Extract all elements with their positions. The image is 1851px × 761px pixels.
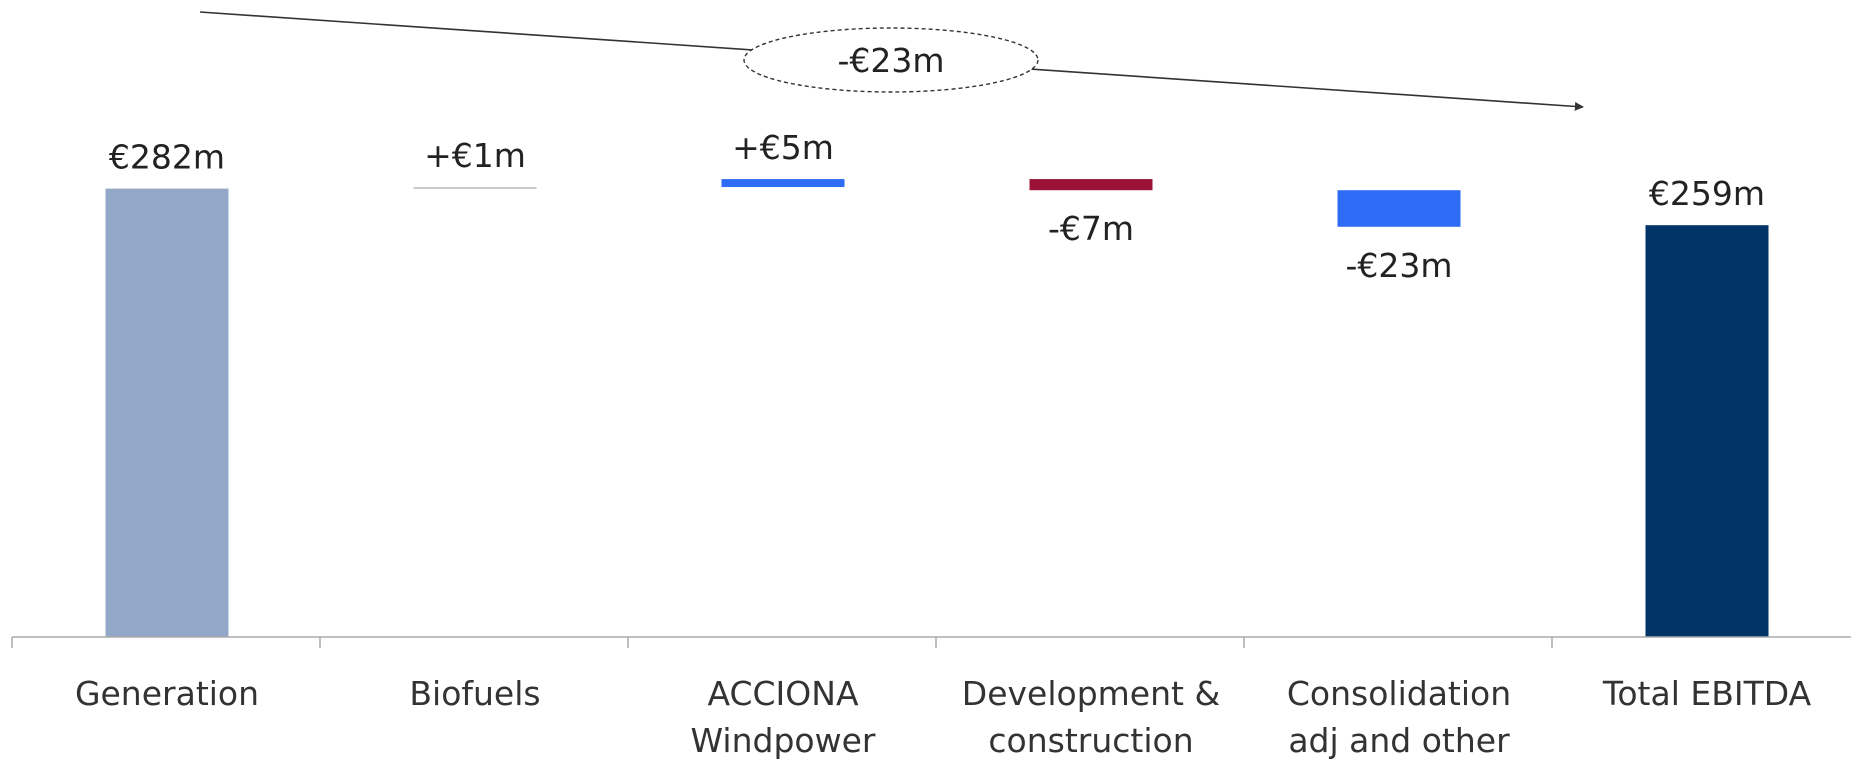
category-label-0-0: Generation	[75, 674, 259, 713]
bar-4	[1337, 190, 1461, 227]
data-label-4: -€23m	[1345, 246, 1452, 285]
x-axis: Generation Biofuels ACCIONA Windpower Develo…	[11, 636, 1851, 760]
category-label-2-1: Windpower	[691, 721, 876, 760]
data-label-1: +€1m	[424, 136, 526, 175]
bar-2	[721, 179, 845, 188]
data-label-2: +€5m	[732, 128, 834, 167]
category-label-1-0: Biofuels	[409, 674, 540, 713]
annotation-layer: -€23m	[199, 11, 1584, 111]
data-label-3: -€7m	[1048, 209, 1134, 248]
category-label-4-0: Consolidation	[1287, 674, 1511, 713]
bars-layer: €282m +€1m +€5m -€7m -€23m €259m	[105, 128, 1769, 637]
category-label-4-1: adj and other	[1288, 721, 1510, 760]
category-label-2-0: ACCIONA	[707, 674, 858, 713]
category-label-3-0: Development &	[962, 674, 1220, 713]
change-ellipse	[743, 27, 1039, 93]
change-annotation-label: -€23m	[837, 41, 944, 80]
bar-0	[105, 188, 229, 637]
category-label-3-1: construction	[988, 721, 1193, 760]
bar-3	[1029, 179, 1153, 191]
category-label-5-0: Total EBITDA	[1602, 674, 1812, 713]
data-label-5: €259m	[1649, 174, 1765, 213]
bar-5	[1645, 225, 1769, 637]
bar-1	[413, 187, 537, 190]
data-label-0: €282m	[109, 138, 225, 177]
